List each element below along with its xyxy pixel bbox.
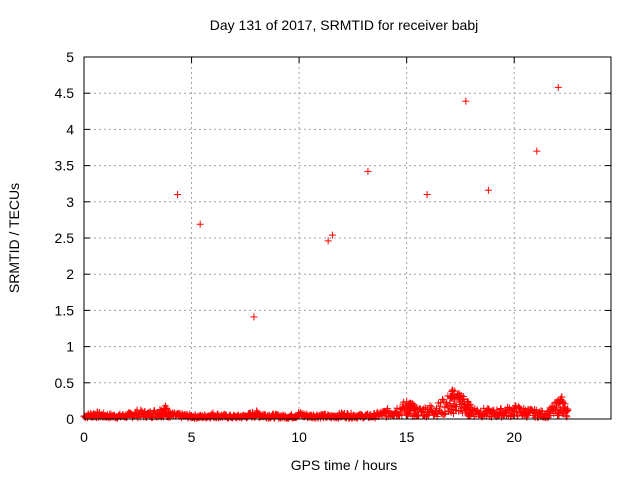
baseline-point (343, 410, 351, 418)
baseline-point (122, 414, 130, 422)
outlier-point (324, 237, 332, 245)
baseline-point (397, 405, 405, 413)
baseline-point (419, 412, 427, 420)
x-axis-label: GPS time / hours (291, 457, 398, 473)
baseline-point (384, 405, 392, 413)
baseline-point (511, 407, 519, 415)
y-tick-label: 0.5 (55, 375, 75, 391)
baseline-point (163, 404, 171, 412)
baseline-point (408, 400, 416, 408)
baseline-point (380, 407, 388, 415)
y-tick-label: 2 (66, 266, 74, 282)
axis-ticks: 0 0.5 1 1.5 2 2.5 3 3.5 4 4.5 5 0 5 10 15 20 (55, 49, 611, 445)
outlier-point (250, 313, 258, 321)
data-points (80, 83, 572, 422)
y-tick-label: 4 (66, 121, 74, 137)
baseline-point (561, 400, 569, 408)
y-tick-label: 3 (66, 194, 74, 210)
baseline-point (459, 392, 467, 400)
baseline-point (378, 412, 386, 420)
outlier-point (423, 191, 431, 199)
y-tick-label: 2.5 (55, 230, 75, 246)
baseline-point (452, 403, 460, 411)
outlier-point (328, 231, 336, 239)
baseline-point (535, 408, 543, 416)
baseline-point (532, 410, 540, 418)
baseline-point (537, 407, 545, 415)
baseline-point (428, 403, 436, 411)
baseline-point (511, 402, 519, 410)
x-tick-label: 20 (506, 429, 522, 445)
y-tick-label: 3.5 (55, 158, 75, 174)
y-tick-label: 1.5 (55, 302, 75, 318)
x-tick-label: 10 (291, 429, 307, 445)
baseline-point (425, 408, 433, 416)
x-tick-label: 0 (80, 429, 88, 445)
outlier-point (554, 83, 562, 91)
outlier-point (462, 97, 470, 105)
baseline-point (558, 393, 566, 401)
baseline-point (515, 404, 523, 412)
baseline-point (437, 409, 445, 417)
baseline-point (400, 398, 408, 406)
outlier-point (533, 147, 541, 155)
baseline-point (404, 410, 412, 418)
baseline-point (437, 398, 445, 406)
y-tick-label: 5 (66, 49, 74, 65)
baseline-point (550, 409, 558, 417)
outlier-point (196, 220, 204, 228)
plot-area-frame (83, 56, 612, 420)
baseline-point (439, 395, 447, 403)
baseline-point (489, 408, 497, 416)
outlier-point (364, 167, 372, 175)
y-tick-label: 4.5 (55, 85, 75, 101)
x-tick-label: 15 (399, 429, 415, 445)
x-tick-label: 5 (188, 429, 196, 445)
y-tick-label: 1 (66, 339, 74, 355)
baseline-point (483, 411, 491, 419)
baseline-point (556, 405, 564, 413)
baseline-point (473, 406, 481, 414)
baseline-point (146, 408, 154, 416)
grid (84, 57, 611, 419)
baseline-point (440, 410, 448, 418)
baseline-point (451, 387, 459, 395)
baseline-point (426, 402, 434, 410)
baseline-point (497, 404, 505, 412)
baseline-point (443, 398, 451, 406)
outlier-point (174, 191, 182, 199)
baseline-point (371, 414, 379, 422)
chart-title: Day 131 of 2017, SRMTID for receiver bab… (210, 17, 478, 33)
baseline-point (137, 406, 145, 414)
baseline-point (441, 409, 449, 417)
outlier-point (484, 186, 492, 194)
baseline-point (436, 402, 444, 410)
y-tick-label: 0 (66, 411, 74, 427)
baseline-point (564, 406, 572, 414)
baseline-point (544, 413, 552, 421)
y-axis-label: SRMTID / TECUs (6, 183, 22, 293)
baseline-point (502, 408, 510, 416)
